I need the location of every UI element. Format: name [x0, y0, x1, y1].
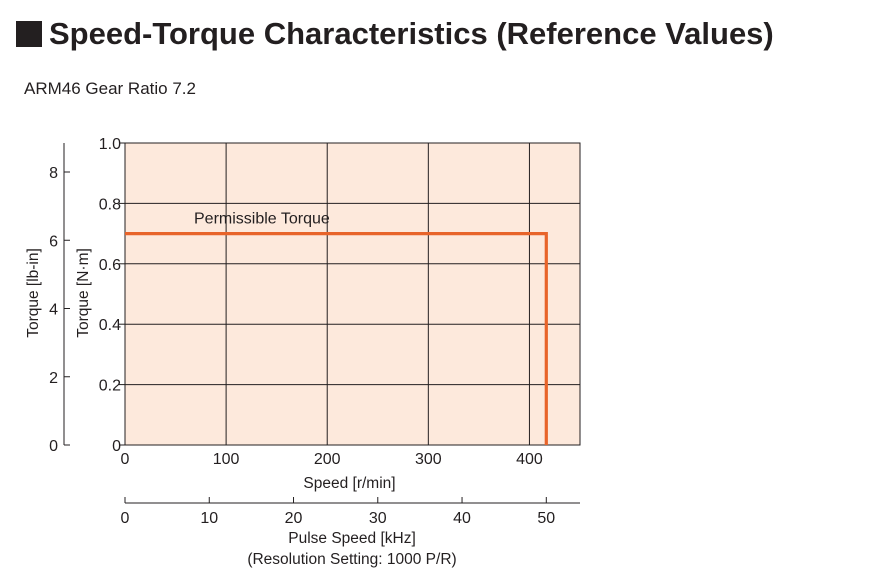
series-label-permissible-torque: Permissible Torque — [194, 211, 330, 228]
chart-title-row: Speed-Torque Characteristics (Reference … — [16, 14, 774, 54]
secondary-x-tick-label: 20 — [285, 510, 303, 527]
x-tick-label: 200 — [314, 451, 341, 468]
series-line-permissible-torque — [125, 232, 548, 445]
y-tick-label: 0.8 — [99, 196, 121, 213]
x-axis-title: Speed [r/min] — [303, 475, 395, 492]
y-tick-label: 0.2 — [99, 378, 121, 395]
secondary-y-tick-label: 4 — [49, 302, 58, 319]
y-tick-label: 0.4 — [99, 317, 121, 334]
title-square-icon — [16, 21, 42, 47]
x-tick-label: 400 — [516, 451, 543, 468]
secondary-y-tick-label: 8 — [49, 165, 58, 182]
secondary-y-axis-title: Torque [lb-in] — [25, 248, 42, 338]
secondary-x-tick-label: 0 — [121, 510, 130, 527]
secondary-x-tick-label: 30 — [369, 510, 387, 527]
y-tick-label: 0 — [112, 438, 121, 455]
y-axis-title: Torque [N·m] — [75, 248, 92, 338]
secondary-y-tick-label: 6 — [49, 233, 58, 250]
x-tick-label: 100 — [213, 451, 240, 468]
y-tick-label: 1.0 — [99, 136, 121, 153]
x-tick-label: 0 — [121, 451, 130, 468]
x-tick-label: 300 — [415, 451, 442, 468]
chart-subtitle: ARM46 Gear Ratio 7.2 — [24, 79, 196, 98]
secondary-x-axis-title: Pulse Speed [kHz] — [288, 530, 416, 547]
secondary-x-axis-note: (Resolution Setting: 1000 P/R) — [247, 551, 456, 568]
chart-title: Speed-Torque Characteristics (Reference … — [49, 16, 774, 51]
plot-area — [124, 142, 581, 446]
secondary-y-tick-label: 0 — [49, 438, 58, 455]
secondary-x-tick-label: 40 — [453, 510, 471, 527]
secondary-x-tick-label: 10 — [200, 510, 218, 527]
secondary-x-tick-label: 50 — [537, 510, 555, 527]
y-tick-label: 0.6 — [99, 257, 121, 274]
secondary-y-tick-label: 2 — [49, 370, 58, 387]
